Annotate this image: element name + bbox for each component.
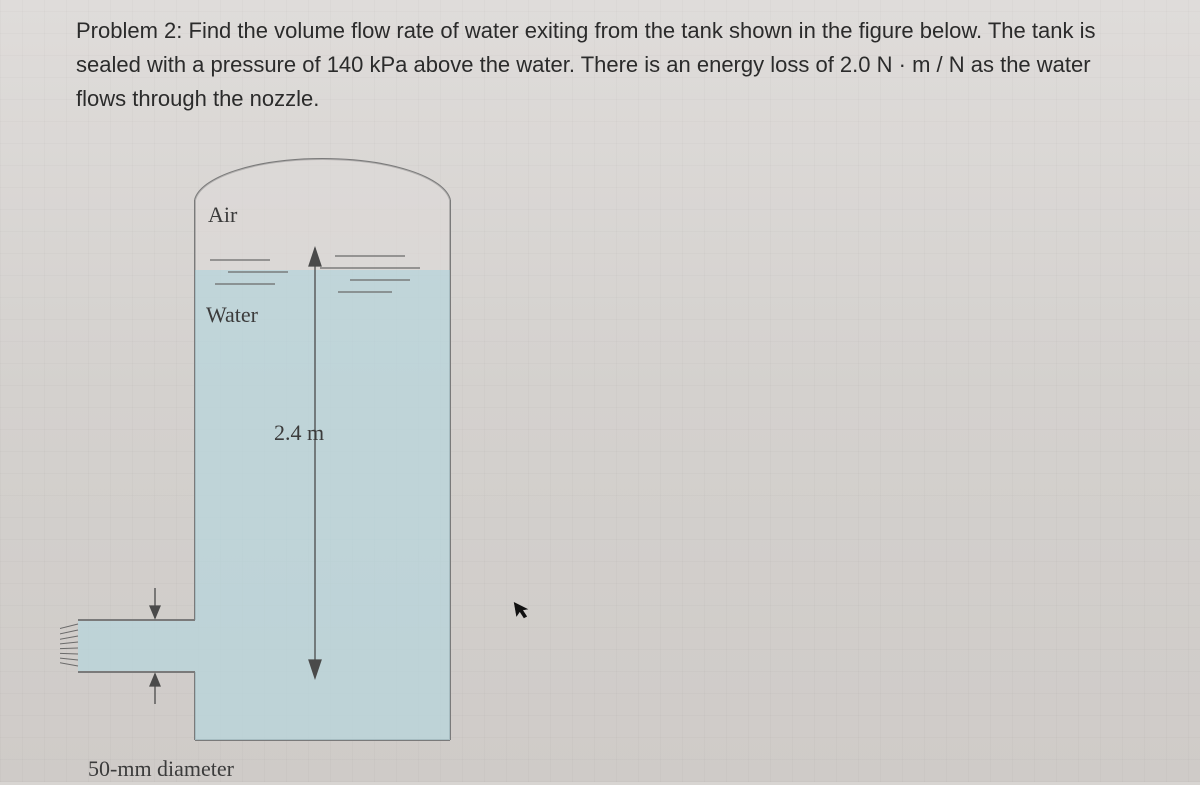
water-label: Water — [206, 302, 259, 327]
problem-body: Find the volume flow rate of water exiti… — [76, 18, 1095, 111]
problem-statement: Problem 2: Find the volume flow rate of … — [76, 14, 1140, 116]
problem-prefix: Problem 2: — [76, 18, 189, 43]
outlet-label: 50-mm diameter — [88, 756, 235, 780]
air-label: Air — [208, 202, 238, 227]
tank-diagram: Air Water 2.4 m 50-mm diameter — [60, 140, 480, 780]
height-label: 2.4 m — [274, 420, 324, 445]
